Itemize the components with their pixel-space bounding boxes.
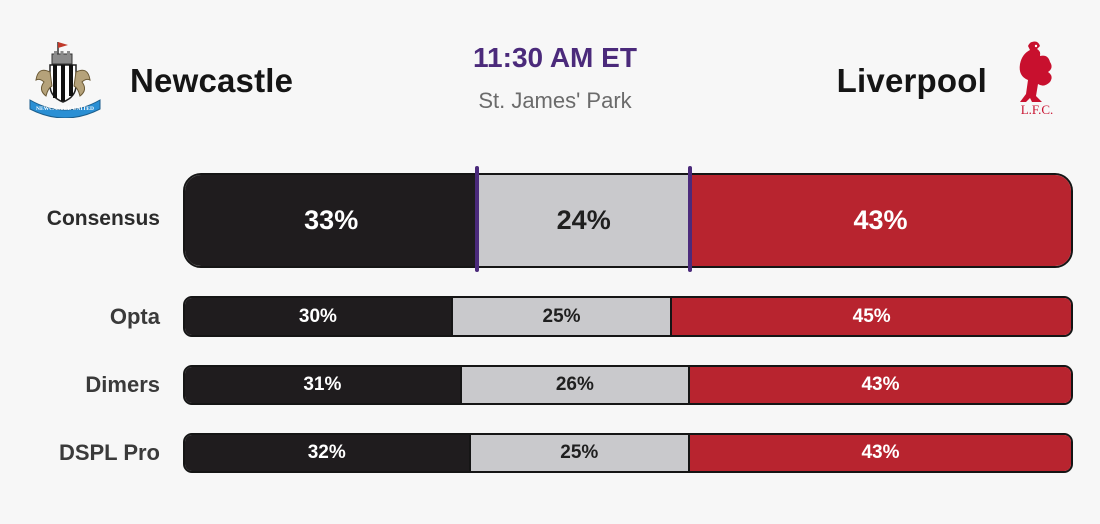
liverpool-liverbird-crest-icon: L.F.C. xyxy=(1010,38,1064,120)
consensus-divider-right xyxy=(688,166,693,272)
newcastle-crest-icon: NEWCASTLE UNITED xyxy=(24,36,106,119)
row-label-dspl-pro: DSPL Pro xyxy=(58,440,160,465)
draw-segment-dspl-pro: 25% xyxy=(468,435,691,471)
venue-name: St. James' Park xyxy=(478,88,632,113)
home-win-segment-consensus: 33% xyxy=(185,175,478,266)
value-label: 32% xyxy=(307,442,346,463)
kickoff-time: 11:30 AM ET xyxy=(473,42,637,73)
value-label: 45% xyxy=(852,305,891,327)
value-label: 33% xyxy=(304,205,359,235)
value-label: 30% xyxy=(298,305,337,327)
value-label: 26% xyxy=(555,374,594,395)
row-label-opta: Opta xyxy=(109,304,160,329)
away-team-name: Liverpool xyxy=(836,62,987,99)
value-label: 25% xyxy=(542,305,581,327)
bar-dspl-pro: 32% 25% 43% xyxy=(183,433,1073,473)
newcastle-crest-text: NEWCASTLE UNITED xyxy=(36,106,94,112)
away-win-segment-dspl-pro: 43% xyxy=(690,435,1071,471)
row-label-consensus: Consensus xyxy=(46,207,160,230)
draw-segment-consensus: 24% xyxy=(477,175,690,266)
home-win-segment-dspl-pro: 32% xyxy=(185,435,469,471)
away-win-segment-consensus: 43% xyxy=(690,175,1071,266)
value-label: 43% xyxy=(861,374,900,395)
home-team-name: Newcastle xyxy=(130,62,294,99)
bar-consensus: 33% 24% 43% xyxy=(183,173,1073,268)
away-win-segment-dimers: 43% xyxy=(690,367,1071,403)
row-label-dimers: Dimers xyxy=(85,372,160,397)
draw-segment-opta: 25% xyxy=(450,298,673,335)
bar-opta: 30% 25% 45% xyxy=(183,296,1073,337)
value-label: 25% xyxy=(560,442,599,463)
value-label: 31% xyxy=(303,374,342,395)
away-win-segment-opta: 45% xyxy=(672,298,1071,335)
draw-segment-dimers: 26% xyxy=(459,367,691,403)
consensus-divider-left xyxy=(474,166,479,272)
home-win-segment-dimers: 31% xyxy=(185,367,460,403)
liverpool-crest-text: L.F.C. xyxy=(1021,102,1054,117)
value-label: 43% xyxy=(861,442,900,463)
value-label: 24% xyxy=(556,205,611,235)
bar-dimers: 31% 26% 43% xyxy=(183,365,1073,405)
home-win-segment-opta: 30% xyxy=(185,298,451,335)
value-label: 43% xyxy=(853,205,908,235)
